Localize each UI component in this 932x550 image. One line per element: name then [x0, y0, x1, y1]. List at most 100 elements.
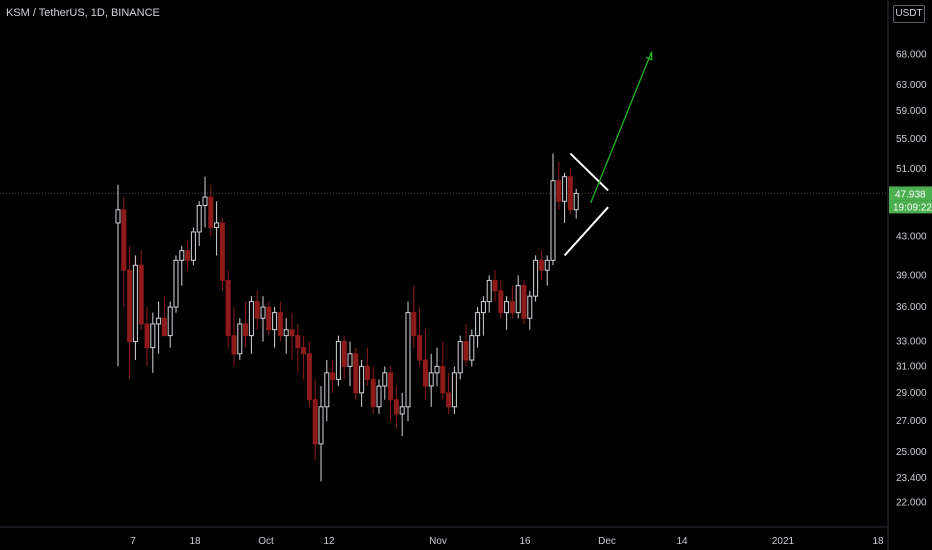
candle-body — [567, 176, 573, 211]
candle-body — [550, 180, 556, 261]
candle-body — [306, 353, 312, 401]
price-tick-label: 36.000 — [896, 302, 927, 313]
candle-body — [266, 306, 272, 331]
candle-body — [190, 231, 196, 261]
candle-body — [538, 259, 544, 271]
candle-body — [382, 372, 388, 387]
time-tick-label: 18 — [189, 536, 201, 547]
candle-body — [411, 312, 417, 337]
time-tick-label: 14 — [676, 536, 688, 547]
candle-body — [544, 259, 550, 271]
candle-body — [562, 176, 568, 202]
candle-body — [248, 301, 254, 337]
target-arrow-line — [590, 51, 653, 204]
candle-body — [272, 312, 278, 331]
candle-body — [353, 353, 359, 394]
candle-body — [388, 372, 394, 401]
candle-body — [185, 250, 191, 261]
candle-body — [393, 399, 399, 415]
candle-body — [376, 385, 382, 408]
candle-body — [138, 264, 144, 325]
candle-body — [521, 285, 527, 319]
candle-body — [167, 306, 173, 337]
candle-body — [115, 209, 121, 224]
time-tick-label: 12 — [323, 536, 335, 547]
candle-body — [237, 323, 243, 355]
candle-body — [486, 279, 492, 303]
countdown-badge — [889, 200, 932, 214]
candle-body — [243, 323, 249, 337]
candle-body — [156, 317, 162, 325]
candle-body — [428, 372, 434, 387]
candle-body — [347, 353, 353, 367]
price-tick-label: 51.000 — [896, 164, 927, 175]
candle-body — [277, 312, 283, 337]
candle-body — [422, 359, 428, 387]
candle-body — [295, 335, 301, 349]
candle-body — [289, 329, 295, 337]
candle-body — [283, 329, 289, 337]
price-tick-label: 23.400 — [896, 473, 927, 484]
price-tick-label: 39.000 — [896, 270, 927, 281]
price-tick-label: 59.000 — [896, 106, 927, 117]
last-price-badge — [889, 186, 932, 201]
triangle-lower-line — [563, 206, 609, 257]
candle-body — [127, 269, 133, 343]
candle-body — [324, 372, 330, 408]
time-tick-label: Nov — [429, 536, 447, 547]
candle-body — [260, 306, 266, 319]
time-tick-label: 7 — [130, 536, 136, 547]
target-arrow-head — [645, 51, 653, 61]
candle-body — [341, 341, 347, 367]
candle-body — [121, 209, 127, 271]
candle-body — [144, 323, 150, 349]
candle-body — [179, 250, 185, 261]
symbol-title: KSM / TetherUS, 1D, BINANCE — [6, 7, 160, 19]
candle-body — [202, 196, 208, 207]
candle-body — [509, 301, 515, 314]
candle-body — [469, 335, 475, 361]
candle-body — [254, 301, 260, 319]
price-tick-label: 55.000 — [896, 134, 927, 145]
price-tick-label: 22.000 — [896, 497, 927, 508]
price-tick-label: 68.000 — [896, 50, 927, 61]
time-tick-label: Dec — [598, 536, 616, 547]
price-tick-label: 25.000 — [896, 447, 927, 458]
candle-body — [492, 279, 498, 292]
candle-body — [504, 301, 510, 314]
candle-body — [533, 259, 539, 297]
candle-body — [214, 222, 220, 228]
candle-body — [463, 341, 469, 361]
candle-body — [451, 372, 457, 408]
candle-body — [196, 205, 202, 233]
candle-body — [364, 365, 370, 380]
candle-body — [150, 323, 156, 349]
candle-body — [219, 222, 225, 281]
candle-body — [446, 392, 452, 408]
triangle-upper-line — [569, 152, 609, 192]
candle-body — [457, 341, 463, 374]
time-tick-label: 18 — [872, 536, 884, 547]
price-tick-label: 27.000 — [896, 416, 927, 427]
time-tick-label: 2021 — [772, 536, 795, 547]
candle-body — [434, 365, 440, 374]
candle-body — [370, 378, 376, 408]
candle-body — [440, 365, 446, 394]
candle-body — [498, 290, 504, 314]
candle-body — [573, 192, 579, 211]
price-tick-label: 31.000 — [896, 361, 927, 372]
time-tick-label: 16 — [519, 536, 531, 547]
candle-body — [405, 312, 411, 408]
candle-body — [475, 312, 481, 337]
candle-body — [231, 335, 237, 355]
price-tick-label: 33.000 — [896, 337, 927, 348]
currency-button[interactable]: USDT — [893, 5, 925, 23]
candle-body — [359, 365, 365, 394]
time-tick-label: Oct — [258, 536, 274, 547]
candle-body — [318, 406, 324, 445]
candle-body — [301, 347, 307, 355]
candle-body — [132, 264, 138, 343]
candle-body — [173, 259, 179, 308]
price-tick-label: 29.000 — [896, 388, 927, 399]
